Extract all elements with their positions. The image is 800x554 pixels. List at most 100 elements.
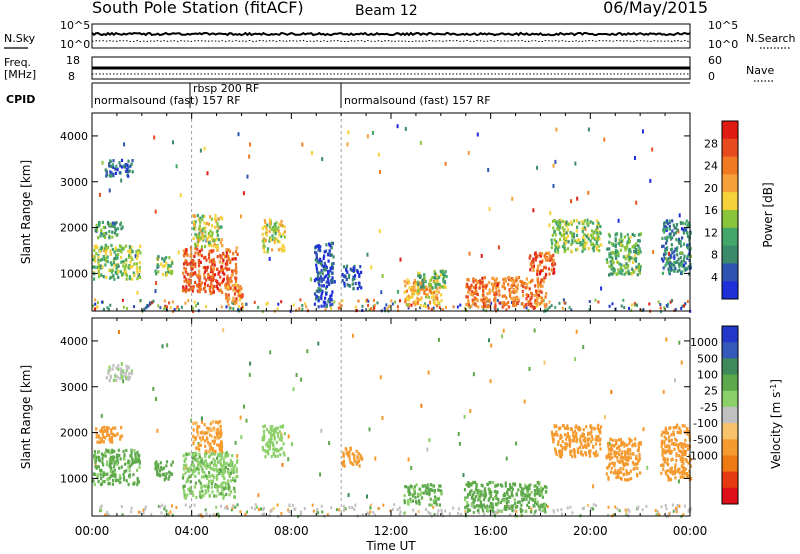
echo-cell: [230, 279, 233, 283]
echo-cell: [663, 227, 666, 231]
echo-cell: [199, 235, 202, 240]
echo-cell: [478, 497, 481, 501]
echo-cell: [510, 493, 513, 497]
echo-cell: [226, 299, 229, 303]
echo-cell: [585, 445, 588, 449]
echo-cell: [621, 450, 624, 454]
echo-cell: [222, 459, 226, 463]
echo-cell: [551, 434, 554, 438]
echo-cell: [104, 263, 107, 267]
echo-cell: [99, 429, 102, 433]
noise-cell: [452, 506, 455, 510]
echo-cell: [682, 452, 685, 456]
echo-cell: [346, 283, 349, 287]
echo-cell: [504, 505, 507, 510]
echo-cell: [102, 440, 105, 444]
echo-cell: [121, 165, 124, 169]
echo-cell: [470, 483, 473, 487]
echo-cell: [681, 221, 684, 225]
echo-cell: [316, 274, 319, 278]
echo-cell: [423, 273, 426, 277]
echo-cell: [216, 456, 219, 460]
echo-cell: [226, 454, 229, 458]
echo-cell: [208, 241, 211, 245]
echo-cell: [484, 286, 487, 290]
noise-cell: [440, 508, 443, 512]
scatter-cell: [488, 338, 490, 343]
echo-cell: [128, 169, 131, 173]
echo-cell: [273, 236, 276, 240]
echo-cell: [358, 284, 361, 289]
echo-cell: [107, 482, 110, 486]
echo-cell: [222, 258, 225, 262]
noise-cell: [385, 303, 388, 307]
echo-cell: [200, 465, 203, 469]
echo-cell: [623, 235, 626, 239]
echo-cell: [563, 228, 566, 232]
echo-cell: [107, 478, 110, 482]
echo-cell: [228, 493, 231, 497]
echo-cell: [584, 451, 587, 455]
echo-cell: [678, 471, 682, 475]
echo-cell: [280, 434, 283, 438]
echo-cell: [106, 477, 109, 481]
noise-cell: [566, 506, 569, 510]
echo-cell: [93, 450, 96, 454]
noise-cell: [417, 510, 420, 514]
echo-cell: [123, 270, 126, 274]
noise-cell: [369, 506, 372, 510]
echo-cell: [480, 483, 483, 487]
echo-cell: [131, 159, 134, 163]
echo-cell: [97, 434, 100, 438]
echo-cell: [501, 294, 504, 298]
echo-cell: [589, 425, 592, 429]
echo-cell: [194, 421, 197, 425]
echo-cell: [165, 472, 168, 476]
echo-cell: [113, 264, 116, 268]
echo-cell: [564, 426, 567, 430]
echo-cell: [282, 442, 285, 446]
echo-cell: [676, 269, 679, 273]
echo-cell: [135, 249, 138, 253]
noise-cell: [220, 305, 223, 309]
echo-cell: [198, 258, 201, 262]
echo-cell: [221, 279, 225, 283]
echo-cell: [431, 291, 434, 295]
echo-cell: [222, 475, 225, 479]
echo-cell: [128, 264, 131, 268]
echo-cell: [204, 290, 207, 294]
echo-cell: [517, 275, 521, 280]
echo-cell: [165, 460, 169, 464]
echo-cell: [207, 489, 210, 493]
echo-cell: [676, 253, 679, 257]
power-y-axis-label: Slant Range [km]: [19, 160, 33, 264]
noise-cell: [554, 305, 557, 309]
echo-cell: [528, 256, 531, 260]
echo-cell: [194, 481, 197, 485]
noise-cell: [246, 510, 249, 514]
echo-cell: [216, 477, 219, 481]
echo-cell: [183, 275, 186, 279]
echo-cell: [331, 271, 334, 275]
echo-cell: [475, 292, 478, 296]
echo-cell: [211, 270, 214, 274]
echo-cell: [226, 248, 230, 252]
echo-cell: [355, 462, 358, 466]
echo-cell: [526, 285, 529, 289]
echo-cell: [497, 497, 500, 501]
noise-cell: [427, 510, 430, 514]
echo-cell: [171, 261, 174, 265]
echo-cell: [615, 446, 619, 450]
echo-cell: [118, 480, 121, 484]
echo-cell: [663, 249, 667, 253]
colorbar-swatch: [722, 210, 738, 229]
echo-cell: [430, 278, 433, 282]
colorbar-swatch: [722, 138, 738, 158]
echo-cell: [639, 268, 642, 272]
scatter-cell: [543, 360, 546, 365]
echo-cell: [207, 273, 210, 277]
echo-cell: [424, 489, 427, 493]
echo-cell: [440, 285, 443, 289]
noise-cell: [620, 304, 623, 308]
echo-cell: [202, 475, 206, 479]
